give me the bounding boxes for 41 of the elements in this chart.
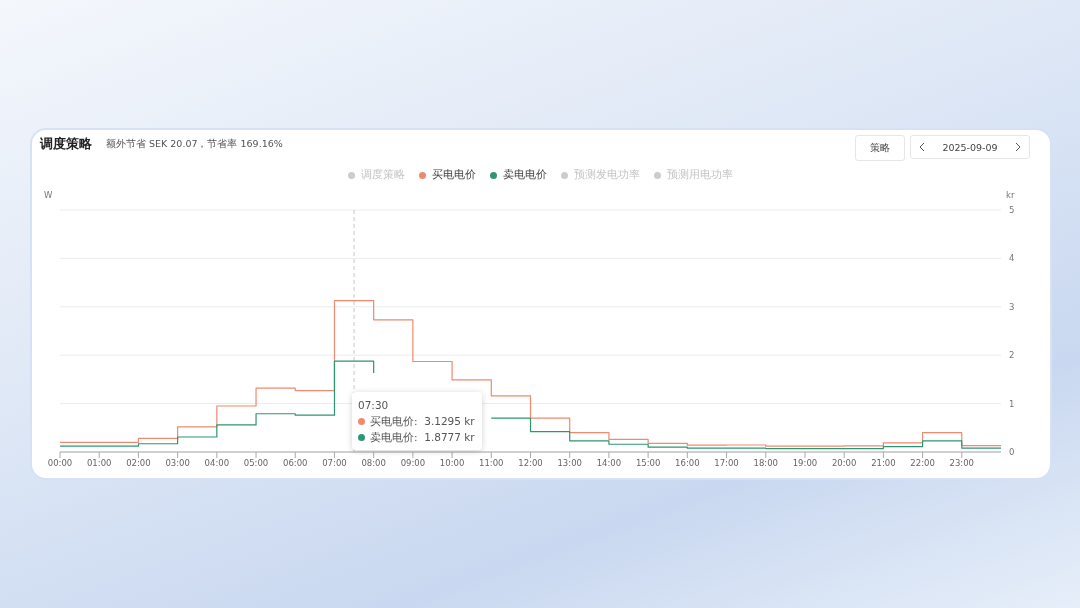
y2-tick-label: 2 xyxy=(1009,350,1015,361)
x-tick-label: 21:00 xyxy=(871,458,896,469)
chart-subtitle: 额外节省 SEK 20.07，节省率 169.16% xyxy=(106,138,283,151)
x-tick-label: 07:00 xyxy=(322,458,347,469)
text: 策略 xyxy=(855,135,905,161)
x-tick-label: 13:00 xyxy=(557,458,582,469)
x-tick-label: 08:00 xyxy=(361,458,386,469)
y2-tick-label: 5 xyxy=(1009,205,1015,216)
x-tick-label: 20:00 xyxy=(831,458,857,469)
x-tick-label: 00:00 xyxy=(47,458,73,469)
x-tick-label: 02:00 xyxy=(126,458,151,469)
text: 2025-09-09 xyxy=(942,141,998,153)
y2-tick-label: 3 xyxy=(1009,301,1015,312)
x-tick-label: 17:00 xyxy=(714,458,739,469)
y2-axis-title: kr xyxy=(1006,190,1015,200)
y2-tick-label: 4 xyxy=(1009,253,1015,264)
x-tick-label: 06:00 xyxy=(283,458,308,469)
chart-title: 调度策略 xyxy=(40,135,92,153)
x-tick-label: 01:00 xyxy=(86,458,112,469)
x-tick-label: 10:00 xyxy=(439,458,465,469)
annotation: 卖电电价: 1.8777 kr xyxy=(369,430,476,445)
x-tick-label: 04:00 xyxy=(204,458,230,469)
x-tick-label: 12:00 xyxy=(518,458,543,469)
y-axis-title: W xyxy=(44,190,53,200)
x-tick-label: 03:00 xyxy=(165,458,190,469)
x-tick-label: 05:00 xyxy=(243,458,269,469)
annotation: 买电电价: 3.1295 kr xyxy=(369,414,476,429)
x-tick-label: 14:00 xyxy=(596,458,622,469)
x-tick-label: 22:00 xyxy=(910,458,935,469)
x-tick-label: 16:00 xyxy=(675,458,700,469)
x-tick-label: 19:00 xyxy=(792,458,818,469)
legend-label: 买电电价 xyxy=(430,168,476,182)
y2-tick-label: 1 xyxy=(1009,398,1015,409)
x-tick-label: 11:00 xyxy=(479,458,504,469)
x-tick-label: 09:00 xyxy=(400,458,426,469)
x-tick-label: 15:00 xyxy=(635,458,661,469)
x-tick-label: 23:00 xyxy=(949,458,975,469)
annotation: 07:30 xyxy=(358,398,390,413)
x-tick-label: 18:00 xyxy=(753,458,778,469)
y2-tick-label: 0 xyxy=(1009,447,1015,458)
legend-label: 卖电电价 xyxy=(501,168,547,182)
